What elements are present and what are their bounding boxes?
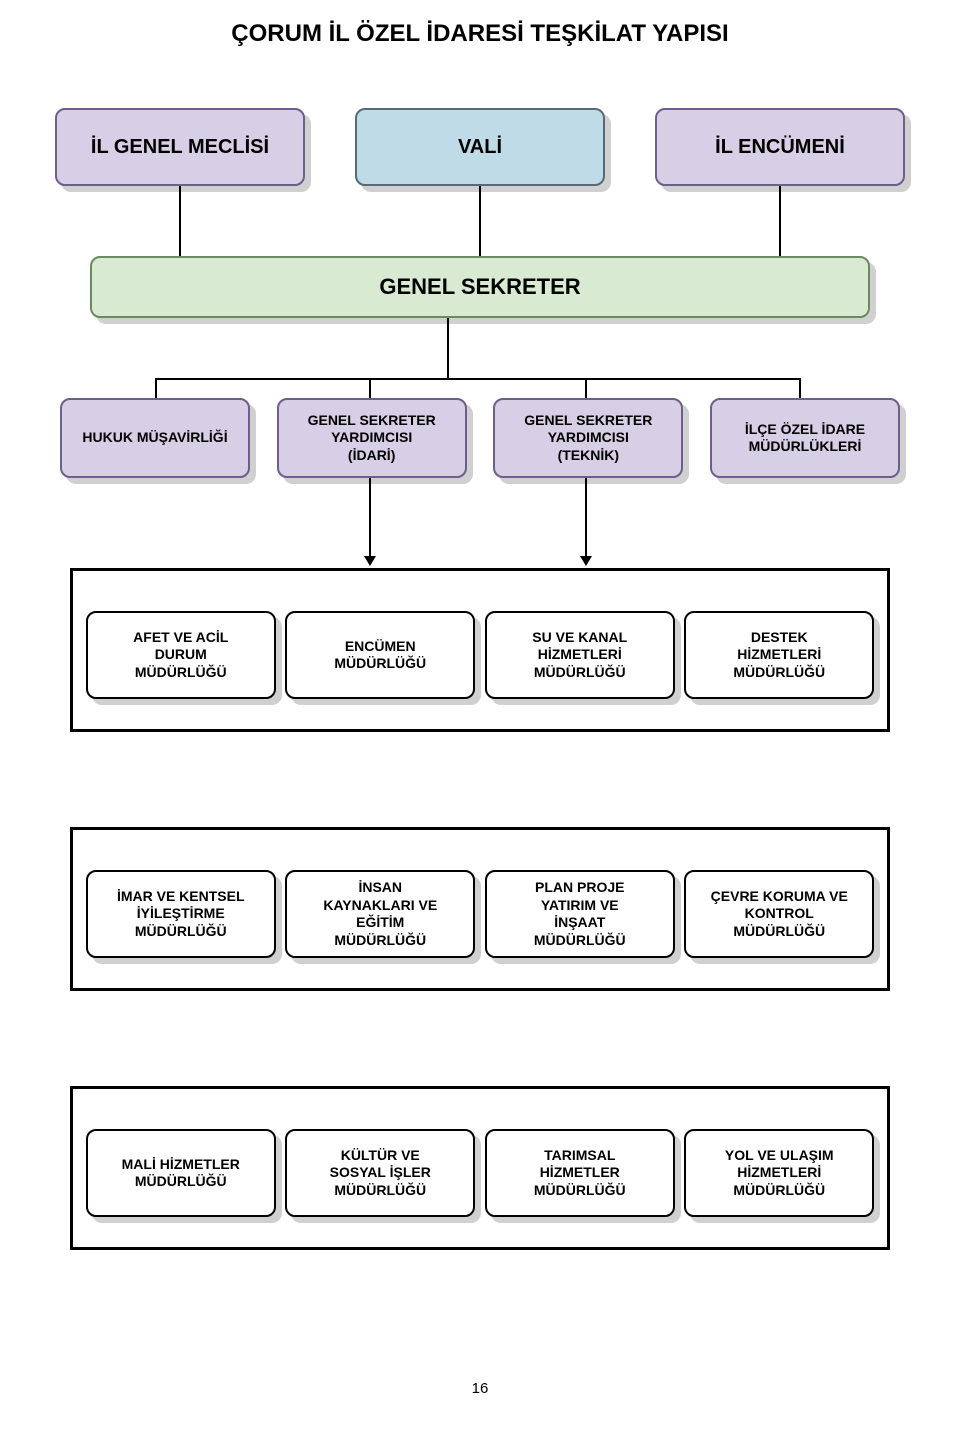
node-su-box: SU VE KANALHİZMETLERİMÜDÜRLÜĞÜ [485,611,675,699]
page-title: ÇORUM İL ÖZEL İDARESİ TEŞKİLAT YAPISI [0,0,960,48]
node-mali: MALİ HİZMETLERMÜDÜRLÜĞÜ [86,1129,276,1217]
connectors-mid-dept [0,478,960,568]
node-ilce: İLÇE ÖZEL İDAREMÜDÜRLÜKLERİ [710,398,900,478]
node-encumen: İL ENCÜMENİ [655,108,905,186]
node-gs: GENEL SEKRETER [90,256,870,318]
dept-row-2: MALİ HİZMETLERMÜDÜRLÜĞÜ KÜLTÜR VESOSYAL … [70,1086,890,1250]
dept-row-0: AFET VE ACİLDURUMMÜDÜRLÜĞÜ ENCÜMENMÜDÜRL… [70,568,890,732]
connectors-top-gs [0,186,960,256]
node-gsyi: GENEL SEKRETERYARDIMCISI(İDARİ) [277,398,467,478]
node-gs-box: GENEL SEKRETER [90,256,870,318]
node-hukuk: HUKUK MÜŞAVİRLİĞİ [60,398,250,478]
node-yol-box: YOL VE ULAŞIMHİZMETLERİMÜDÜRLÜĞÜ [684,1129,874,1217]
top-row: İL GENEL MECLİSİ VALİ İL ENCÜMENİ [30,108,930,186]
dept-row-1: İMAR VE KENTSELİYİLEŞTİRMEMÜDÜRLÜĞÜ İNSA… [70,827,890,991]
page-number: 16 [0,1380,960,1397]
departments-wrapper: AFET VE ACİLDURUMMÜDÜRLÜĞÜ ENCÜMENMÜDÜRL… [35,568,925,1290]
node-cevre-box: ÇEVRE KORUMA VEKONTROLMÜDÜRLÜĞÜ [684,870,874,958]
node-plan-box: PLAN PROJEYATIRIM VEİNŞAATMÜDÜRLÜĞÜ [485,870,675,958]
node-encumen-box: İL ENCÜMENİ [655,108,905,186]
node-encumenm: ENCÜMENMÜDÜRLÜĞÜ [285,611,475,699]
node-meclis: İL GENEL MECLİSİ [55,108,305,186]
node-encumenm-box: ENCÜMENMÜDÜRLÜĞÜ [285,611,475,699]
node-meclis-box: İL GENEL MECLİSİ [55,108,305,186]
node-gsyt-box: GENEL SEKRETERYARDIMCISI(TEKNİK) [493,398,683,478]
node-kultur: KÜLTÜR VESOSYAL İŞLERMÜDÜRLÜĞÜ [285,1129,475,1217]
node-plan: PLAN PROJEYATIRIM VEİNŞAATMÜDÜRLÜĞÜ [485,870,675,958]
node-yol: YOL VE ULAŞIMHİZMETLERİMÜDÜRLÜĞÜ [684,1129,874,1217]
node-gsyt: GENEL SEKRETERYARDIMCISI(TEKNİK) [493,398,683,478]
node-vali: VALİ [355,108,605,186]
node-vali-box: VALİ [355,108,605,186]
node-kultur-box: KÜLTÜR VESOSYAL İŞLERMÜDÜRLÜĞÜ [285,1129,475,1217]
node-insank: İNSANKAYNAKLARI VEEĞİTİMMÜDÜRLÜĞÜ [285,870,475,958]
node-imar: İMAR VE KENTSELİYİLEŞTİRMEMÜDÜRLÜĞÜ [86,870,276,958]
node-tarim-box: TARIMSALHİZMETLERMÜDÜRLÜĞÜ [485,1129,675,1217]
node-tarim: TARIMSALHİZMETLERMÜDÜRLÜĞÜ [485,1129,675,1217]
connectors-gs-mid [0,318,960,408]
node-ilce-box: İLÇE ÖZEL İDAREMÜDÜRLÜKLERİ [710,398,900,478]
node-su: SU VE KANALHİZMETLERİMÜDÜRLÜĞÜ [485,611,675,699]
node-hukuk-box: HUKUK MÜŞAVİRLİĞİ [60,398,250,478]
node-imar-box: İMAR VE KENTSELİYİLEŞTİRMEMÜDÜRLÜĞÜ [86,870,276,958]
node-cevre: ÇEVRE KORUMA VEKONTROLMÜDÜRLÜĞÜ [684,870,874,958]
node-afet-box: AFET VE ACİLDURUMMÜDÜRLÜĞÜ [86,611,276,699]
node-mali-box: MALİ HİZMETLERMÜDÜRLÜĞÜ [86,1129,276,1217]
node-gsyi-box: GENEL SEKRETERYARDIMCISI(İDARİ) [277,398,467,478]
mid-row: HUKUK MÜŞAVİRLİĞİ GENEL SEKRETERYARDIMCI… [60,398,900,478]
node-destek: DESTEKHİZMETLERİMÜDÜRLÜĞÜ [684,611,874,699]
node-insank-box: İNSANKAYNAKLARI VEEĞİTİMMÜDÜRLÜĞÜ [285,870,475,958]
node-afet: AFET VE ACİLDURUMMÜDÜRLÜĞÜ [86,611,276,699]
node-destek-box: DESTEKHİZMETLERİMÜDÜRLÜĞÜ [684,611,874,699]
